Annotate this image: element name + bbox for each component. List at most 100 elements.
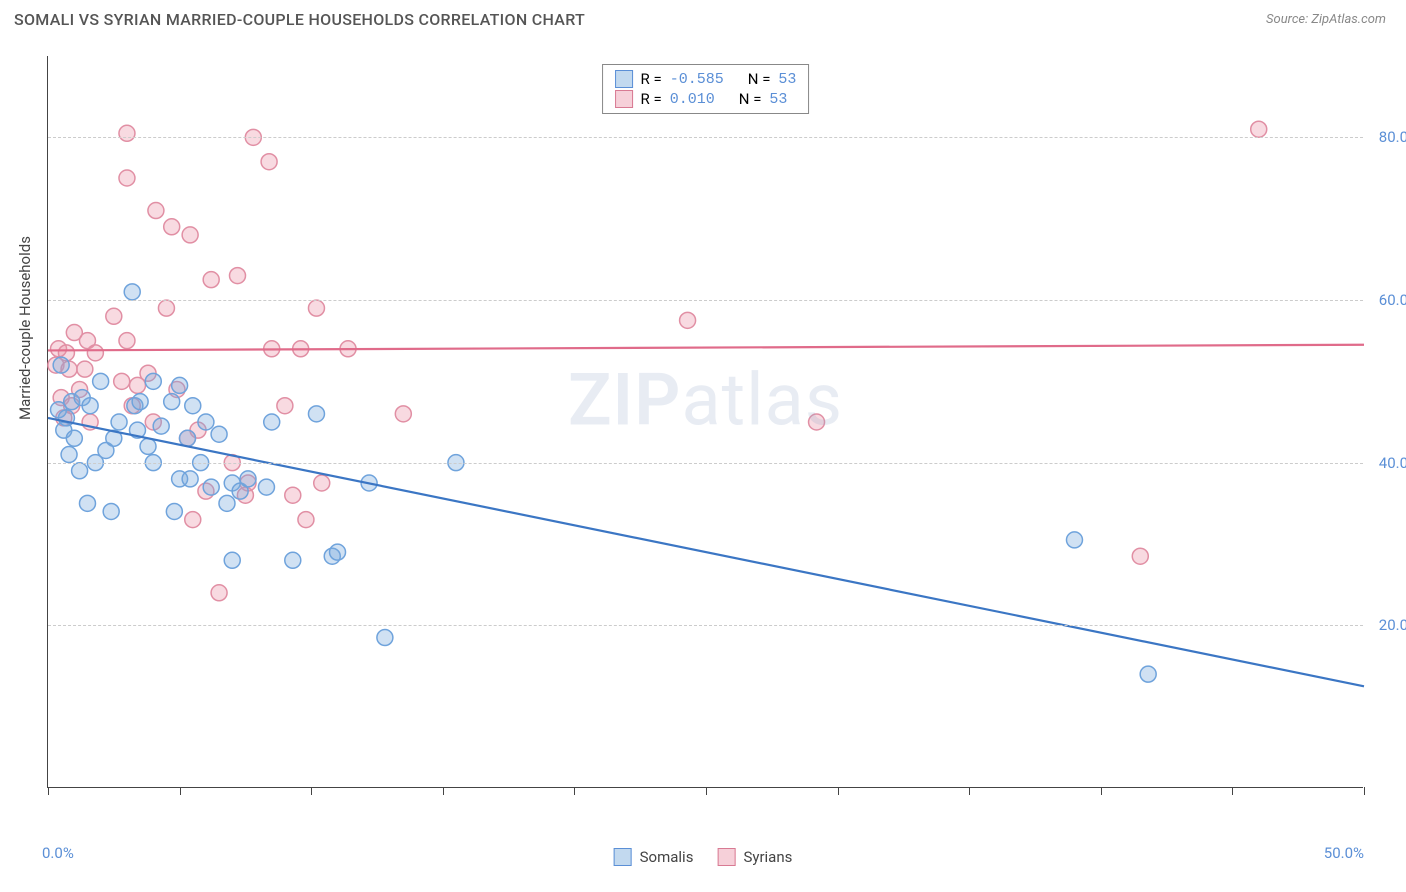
data-point xyxy=(82,398,98,414)
data-point xyxy=(79,495,95,511)
legend-row: R = 0.010 N = 53 xyxy=(615,89,797,109)
data-point xyxy=(277,398,293,414)
series-legend: Somalis Syrians xyxy=(614,848,793,866)
correlation-legend: R =-0.585N =53R = 0.010N =53 xyxy=(602,64,810,114)
x-tick xyxy=(443,787,444,795)
x-tick xyxy=(969,787,970,795)
legend-r-label: R = xyxy=(641,90,662,108)
y-tick-label: 60.0% xyxy=(1379,291,1406,309)
scatter-plot-svg xyxy=(48,56,1363,787)
data-point xyxy=(179,430,195,446)
legend-n-value: 53 xyxy=(778,71,796,88)
data-point xyxy=(164,219,180,235)
data-point xyxy=(87,345,103,361)
x-tick xyxy=(574,787,575,795)
data-point xyxy=(308,300,324,316)
gridline xyxy=(48,463,1363,464)
series-name: Somalis xyxy=(640,848,694,866)
data-point xyxy=(111,414,127,430)
data-point xyxy=(203,479,219,495)
legend-r-label: R = xyxy=(641,70,662,88)
data-point xyxy=(72,463,88,479)
data-point xyxy=(211,426,227,442)
legend-r-value: 0.010 xyxy=(670,91,715,108)
data-point xyxy=(285,487,301,503)
legend-row: R =-0.585N =53 xyxy=(615,69,797,89)
data-point xyxy=(77,361,93,377)
data-point xyxy=(119,125,135,141)
chart-plot-area: ZIPatlas R =-0.585N =53R = 0.010N =53 20… xyxy=(47,56,1363,788)
x-axis-min-label: 0.0% xyxy=(42,844,74,862)
x-tick xyxy=(180,787,181,795)
legend-swatch xyxy=(615,90,633,108)
x-tick xyxy=(838,787,839,795)
regression-line xyxy=(48,418,1364,686)
data-point xyxy=(106,308,122,324)
data-point xyxy=(308,406,324,422)
data-point xyxy=(203,272,219,288)
data-point xyxy=(285,552,301,568)
data-point xyxy=(153,418,169,434)
data-point xyxy=(395,406,411,422)
data-point xyxy=(314,475,330,491)
data-point xyxy=(61,447,77,463)
data-point xyxy=(182,227,198,243)
data-point xyxy=(158,300,174,316)
data-point xyxy=(172,377,188,393)
data-point xyxy=(185,512,201,528)
x-tick xyxy=(1232,787,1233,795)
data-point xyxy=(1066,532,1082,548)
data-point xyxy=(1251,121,1267,137)
legend-swatch xyxy=(614,848,632,866)
data-point xyxy=(230,268,246,284)
data-point xyxy=(1140,666,1156,682)
series-name: Syrians xyxy=(743,848,792,866)
data-point xyxy=(148,203,164,219)
legend-n-value: 53 xyxy=(769,91,787,108)
series-legend-item: Syrians xyxy=(717,848,792,866)
data-point xyxy=(114,373,130,389)
chart-title: SOMALI VS SYRIAN MARRIED-COUPLE HOUSEHOL… xyxy=(14,10,585,29)
y-axis-label: Married-couple Households xyxy=(16,236,34,420)
data-point xyxy=(93,373,109,389)
legend-swatch xyxy=(717,848,735,866)
x-tick xyxy=(706,787,707,795)
data-point xyxy=(185,398,201,414)
data-point xyxy=(182,471,198,487)
y-tick-label: 80.0% xyxy=(1379,128,1406,146)
data-point xyxy=(240,471,256,487)
data-point xyxy=(145,373,161,389)
legend-n-label: N = xyxy=(739,90,762,108)
data-point xyxy=(119,333,135,349)
chart-header: SOMALI VS SYRIAN MARRIED-COUPLE HOUSEHOL… xyxy=(0,0,1406,35)
legend-n-label: N = xyxy=(748,70,771,88)
x-tick xyxy=(1364,787,1365,795)
data-point xyxy=(164,394,180,410)
data-point xyxy=(140,438,156,454)
legend-swatch xyxy=(615,70,633,88)
data-point xyxy=(264,414,280,430)
x-tick xyxy=(48,787,49,795)
data-point xyxy=(330,544,346,560)
x-tick xyxy=(1101,787,1102,795)
gridline xyxy=(48,300,1363,301)
y-tick-label: 40.0% xyxy=(1379,454,1406,472)
data-point xyxy=(198,414,214,430)
data-point xyxy=(298,512,314,528)
data-point xyxy=(124,284,140,300)
x-tick xyxy=(311,787,312,795)
gridline xyxy=(48,625,1363,626)
data-point xyxy=(377,630,393,646)
data-point xyxy=(103,503,119,519)
data-point xyxy=(261,154,277,170)
regression-line xyxy=(48,345,1364,351)
x-axis-max-label: 50.0% xyxy=(1324,844,1364,862)
data-point xyxy=(219,495,235,511)
data-point xyxy=(53,357,69,373)
data-point xyxy=(166,503,182,519)
data-point xyxy=(1132,548,1148,564)
data-point xyxy=(211,585,227,601)
y-tick-label: 20.0% xyxy=(1379,616,1406,634)
data-point xyxy=(119,170,135,186)
series-legend-item: Somalis xyxy=(614,848,694,866)
